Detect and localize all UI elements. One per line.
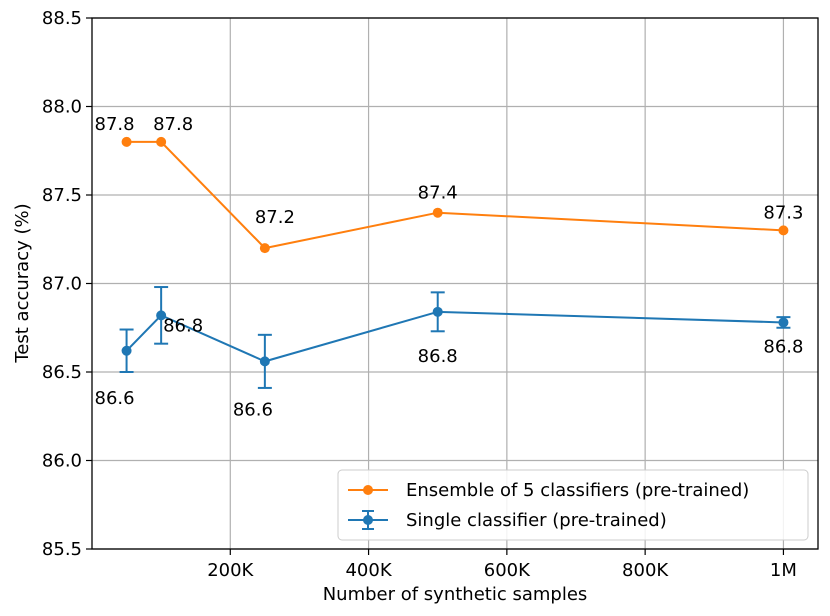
y-tick-label-6: 88.5	[42, 8, 82, 29]
x-tick-label-2: 600K	[484, 560, 531, 581]
data-point-1-2	[259, 356, 270, 367]
data-labels: 87.8 87.8 87.2 87.4 87.3 86.6 86.8 86.6 86.8 86.8	[95, 114, 804, 420]
data-point-0-2	[259, 243, 270, 254]
data-point-1-3	[432, 306, 443, 317]
data-point-0-3	[432, 207, 443, 218]
data-label-0-4: 87.3	[763, 202, 803, 223]
x-tick-label-3: 800K	[622, 560, 669, 581]
legend-label-1: Single classifier (pre-trained)	[406, 510, 667, 531]
y-tick-label-5: 88.0	[42, 97, 82, 118]
data-label-1-4: 86.8	[763, 336, 803, 357]
data-point-1-4	[778, 317, 789, 328]
data-label-1-3: 86.8	[418, 346, 458, 367]
y-tick-label-4: 87.5	[42, 185, 82, 206]
y-tick-label-3: 87.0	[42, 274, 82, 295]
legend-marker-0	[363, 485, 373, 495]
data-label-1-2: 86.6	[233, 399, 273, 420]
data-point-1-1	[156, 310, 167, 321]
x-tick-label-1: 400K	[345, 560, 392, 581]
series	[119, 136, 791, 389]
data-label-0-1: 87.8	[153, 114, 193, 135]
axes: 200K 400K 600K 800K 1M 85.5 86.0 86.5 87.0 87.5 88…	[42, 8, 819, 581]
data-point-0-1	[156, 136, 167, 147]
grid	[92, 17, 818, 550]
data-point-0-4	[778, 225, 789, 236]
data-label-1-0: 86.6	[95, 388, 135, 409]
legend-label-0: Ensemble of 5 classifiers (pre-trained)	[406, 480, 749, 501]
x-tick-label-0: 200K	[207, 560, 254, 581]
y-tick-label-1: 86.0	[42, 451, 82, 472]
data-point-0-0	[121, 136, 132, 147]
x-tick-label-4: 1M	[770, 560, 797, 581]
data-label-0-2: 87.2	[255, 207, 295, 228]
data-label-0-0: 87.8	[95, 114, 135, 135]
y-tick-label-0: 85.5	[42, 539, 82, 560]
data-label-1-1: 86.8	[163, 315, 203, 336]
y-axis-label: Test accuracy (%)	[12, 203, 33, 363]
data-point-1-0	[121, 345, 132, 356]
data-label-0-3: 87.4	[418, 183, 458, 204]
legend: Ensemble of 5 classifiers (pre-trained) S…	[337, 469, 809, 541]
legend-box	[337, 469, 809, 541]
y-tick-label-2: 86.5	[42, 362, 82, 383]
x-axis-label: Number of synthetic samples	[323, 584, 588, 605]
